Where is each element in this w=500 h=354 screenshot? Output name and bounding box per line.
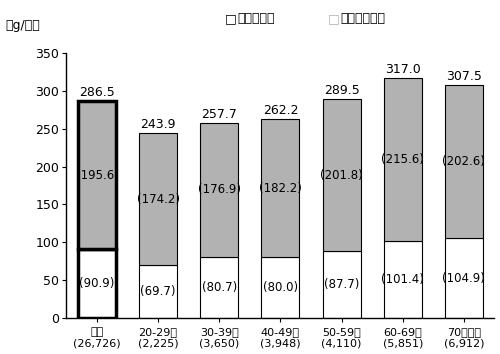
- Bar: [262, 257, 300, 318]
- Bar: [139, 265, 177, 318]
- Text: □: □: [225, 12, 237, 25]
- Text: 257.7: 257.7: [202, 108, 237, 121]
- Text: (69.7): (69.7): [140, 285, 176, 298]
- Text: 289.5: 289.5: [324, 84, 360, 97]
- Text: (101.4): (101.4): [382, 273, 424, 286]
- Bar: [445, 239, 483, 318]
- Bar: [322, 99, 360, 251]
- Bar: [78, 249, 116, 318]
- Bar: [78, 101, 116, 249]
- Text: □: □: [328, 12, 339, 25]
- Text: 243.9: 243.9: [140, 118, 176, 131]
- Text: (80.7): (80.7): [202, 281, 237, 294]
- Text: 286.5: 286.5: [79, 86, 115, 99]
- Text: 307.5: 307.5: [446, 70, 482, 83]
- Text: （g/日）: （g/日）: [5, 19, 40, 32]
- Text: その他の野菜: その他の野菜: [340, 12, 385, 25]
- Bar: [384, 78, 422, 241]
- Text: (182.2): (182.2): [259, 182, 302, 195]
- Text: (201.8): (201.8): [320, 169, 363, 182]
- Bar: [200, 123, 238, 257]
- Text: (90.9): (90.9): [80, 277, 114, 290]
- Text: (202.6): (202.6): [442, 155, 486, 168]
- Bar: [200, 257, 238, 318]
- Bar: [322, 251, 360, 318]
- Text: (215.6): (215.6): [382, 153, 424, 166]
- Text: (174.2): (174.2): [136, 193, 180, 206]
- Text: (176.9): (176.9): [198, 183, 241, 196]
- Text: (87.7): (87.7): [324, 278, 359, 291]
- Text: (80.0): (80.0): [263, 281, 298, 294]
- Bar: [445, 85, 483, 239]
- Text: 緑黄色野菜: 緑黄色野菜: [238, 12, 275, 25]
- Text: 317.0: 317.0: [385, 63, 420, 76]
- Bar: [262, 119, 300, 257]
- Text: (195.6): (195.6): [76, 169, 118, 182]
- Text: (104.9): (104.9): [442, 272, 486, 285]
- Bar: [139, 133, 177, 265]
- Bar: [384, 241, 422, 318]
- Text: 262.2: 262.2: [262, 104, 298, 117]
